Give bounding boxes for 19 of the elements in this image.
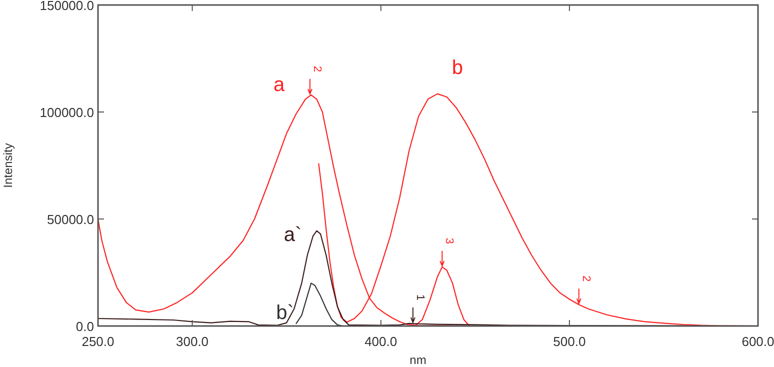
x-tick-label: 500.0 [553,334,586,349]
y-tick-label: 150000.0 [40,0,94,13]
y-tick-label: 0.0 [76,319,94,334]
annotation: 3 [443,238,456,244]
y-axis-title: Intensity [1,143,15,188]
annotation: 1 [414,294,426,300]
annotation: 2 [580,276,592,282]
series-label: b [452,56,463,79]
legend-label: a [274,74,286,96]
x-tick-label: 250.0 [82,334,114,349]
series-label: a` [284,224,302,246]
y-tick-label: 50000.0 [47,212,94,227]
y-tick-label: 100000.0 [40,105,94,120]
annotation: 2 [310,66,323,72]
x-tick-label: 400.0 [364,334,398,349]
x-axis-title: nm [410,353,426,367]
x-tick-label: 600.0 [742,334,774,349]
series-label: b` [276,302,294,324]
x-tick-label: 300.0 [176,334,209,349]
